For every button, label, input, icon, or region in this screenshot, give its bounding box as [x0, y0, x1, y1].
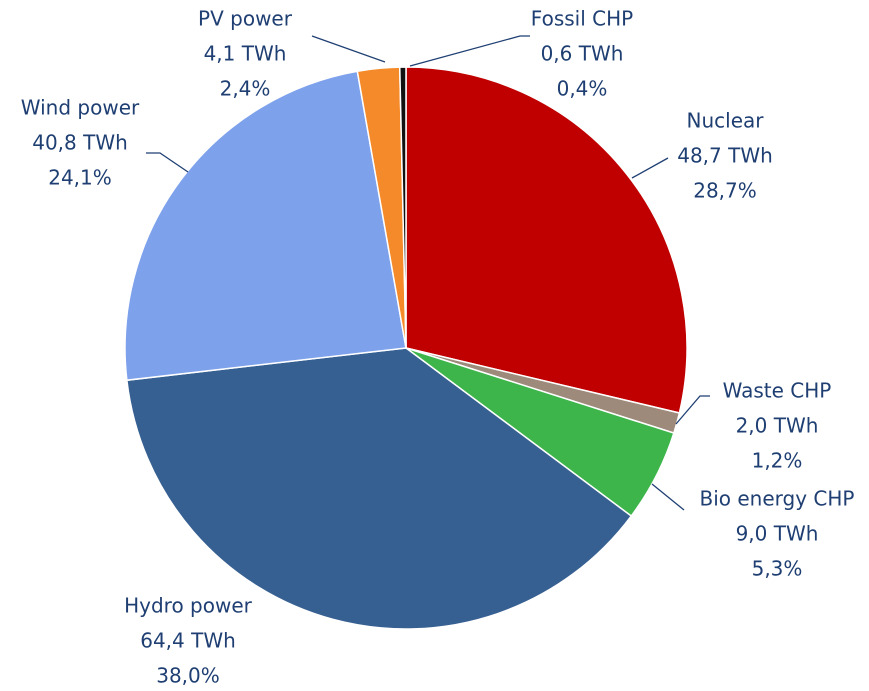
- slice-percent-label: 0,4%: [557, 77, 608, 101]
- pie-slice: [398, 66, 407, 349]
- slice-value-label: 4,1 TWh: [204, 42, 287, 66]
- slice-label: Bio energy CHP: [700, 487, 855, 511]
- leader-line: [675, 395, 710, 425]
- leader-line: [311, 35, 386, 63]
- slice-percent-label: 28,7%: [693, 179, 757, 203]
- slice-value-label: 48,7 TWh: [677, 144, 773, 168]
- slice-value-label: 64,4 TWh: [140, 629, 236, 653]
- slice-label: Fossil CHP: [531, 7, 633, 31]
- slice-percent-label: 38,0%: [156, 664, 220, 688]
- leader-line: [146, 152, 189, 173]
- slice-value-label: 9,0 TWh: [736, 522, 819, 546]
- slice-percent-label: 2,4%: [220, 77, 271, 101]
- pie-slice: [126, 347, 633, 630]
- slice-value-label: 2,0 TWh: [736, 414, 819, 438]
- slice-value-label: 0,6 TWh: [541, 42, 624, 66]
- pie-slice: [405, 66, 688, 414]
- leader-line: [409, 35, 530, 67]
- slice-value-label: 40,8 TWh: [32, 131, 128, 155]
- leader-line: [651, 483, 685, 511]
- slice-percent-label: 5,3%: [752, 557, 803, 581]
- slice-label: Nuclear: [687, 109, 765, 133]
- slice-percent-label: 1,2%: [752, 449, 803, 473]
- pie-slice: [124, 70, 407, 382]
- slice-percent-label: 24,1%: [48, 166, 112, 190]
- slice-label: PV power: [198, 7, 293, 31]
- slice-label: Wind power: [21, 96, 140, 120]
- slice-label: Hydro power: [124, 594, 253, 618]
- slice-label: Waste CHP: [723, 379, 832, 403]
- leader-line: [631, 157, 669, 179]
